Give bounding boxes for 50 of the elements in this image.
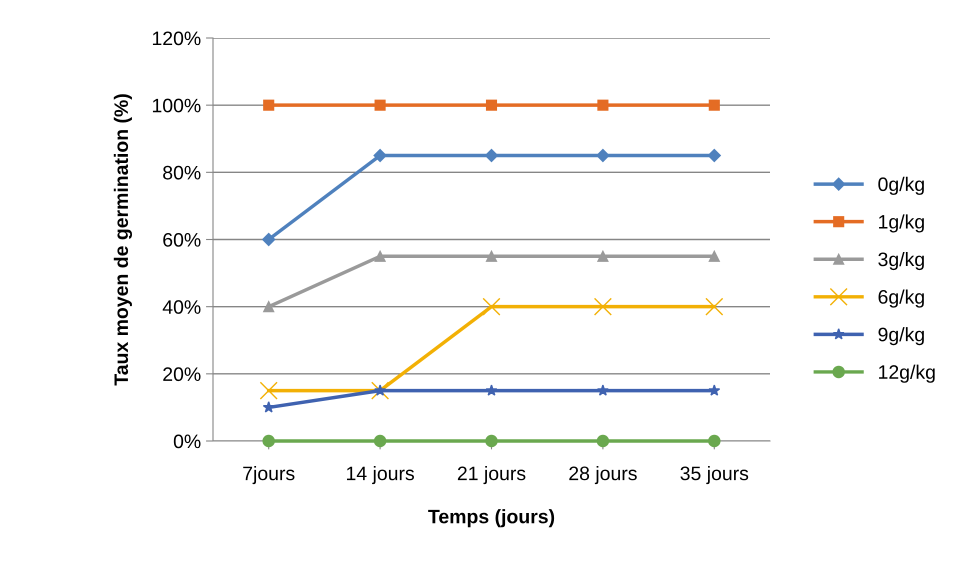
point: [708, 148, 721, 162]
point: [262, 401, 275, 413]
point: [374, 250, 386, 262]
y-tick-label: 20%: [163, 367, 201, 382]
x-tick-label: 35 jours: [680, 466, 748, 484]
point: [596, 434, 610, 448]
legend-label: 3g/kg: [878, 252, 924, 270]
legend-label: 0g/kg: [878, 176, 924, 195]
point: [708, 250, 720, 262]
point: [484, 148, 498, 162]
y-tick-label: 0%: [174, 434, 201, 448]
point: [260, 382, 278, 400]
y-tick-label: 40%: [162, 300, 201, 314]
point: [262, 232, 276, 246]
legend-label: 1g/kg: [879, 214, 924, 233]
legend-label: 6g/kg: [878, 290, 924, 308]
point: [486, 384, 498, 396]
point: [596, 384, 609, 396]
point: [374, 434, 386, 448]
point: [708, 384, 720, 396]
x-tick-label: 14 jours: [346, 466, 414, 484]
point: [485, 434, 498, 448]
point: [596, 148, 610, 162]
point: [374, 384, 386, 396]
point: [263, 301, 274, 312]
point: [708, 100, 720, 111]
y-axis-title: Taux moyen de germination (%): [114, 94, 132, 386]
y-tick-label: 100%: [152, 98, 201, 112]
legend-label: 12g/kg: [879, 364, 935, 383]
point: [262, 434, 275, 448]
point: [486, 250, 498, 262]
point: [597, 250, 608, 262]
legend-label: 9g/kg: [878, 327, 924, 346]
x-axis-title: Temps (jours): [428, 509, 554, 528]
x-tick-label: 7jours: [243, 466, 294, 484]
point: [371, 382, 390, 400]
point: [705, 298, 724, 316]
point: [594, 298, 612, 316]
point: [597, 100, 608, 111]
y-tick-label: 60%: [163, 232, 201, 247]
y-tick-label: 120%: [152, 31, 201, 46]
point: [482, 298, 501, 316]
y-tick-label: 80%: [163, 166, 201, 180]
x-tick-label: 21 jours: [458, 466, 526, 484]
point: [486, 100, 498, 111]
point: [708, 434, 721, 448]
point: [374, 148, 387, 162]
x-tick-label: 28 jours: [569, 466, 637, 484]
point: [374, 100, 386, 111]
point: [263, 100, 274, 111]
